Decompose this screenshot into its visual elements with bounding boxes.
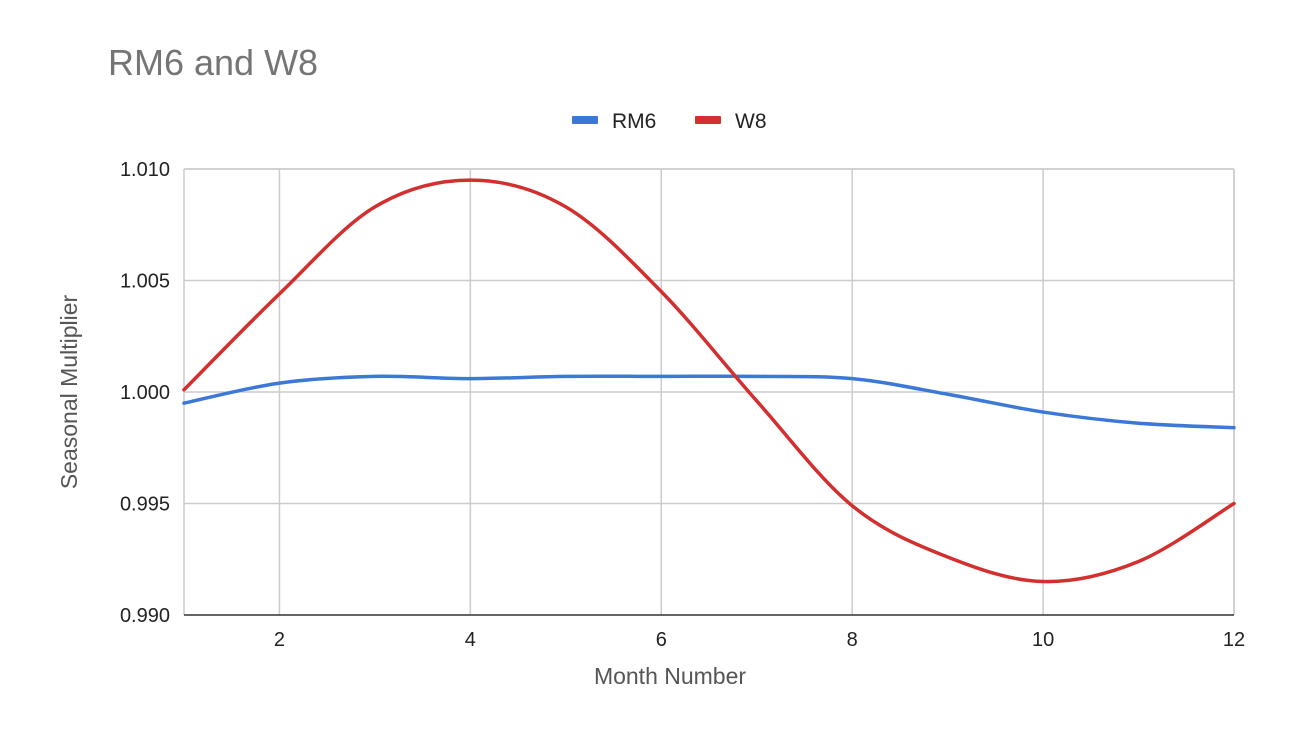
x-tick-label: 2 bbox=[274, 629, 285, 651]
series-lines bbox=[182, 178, 1236, 584]
x-axis-title: Month Number bbox=[594, 663, 746, 689]
x-tick-label: 6 bbox=[656, 629, 667, 651]
y-tick-label: 0.995 bbox=[120, 494, 170, 516]
series-line-w8 bbox=[182, 178, 1236, 584]
chart-title: RM6 and W8 bbox=[108, 42, 318, 83]
x-tick-label: 10 bbox=[1032, 629, 1054, 651]
legend-label-rm6: RM6 bbox=[612, 110, 656, 133]
legend: RM6 W8 bbox=[572, 110, 767, 133]
y-tick-label: 1.000 bbox=[120, 382, 170, 404]
legend-label-w8: W8 bbox=[735, 110, 767, 133]
legend-swatch-w8 bbox=[695, 116, 721, 124]
legend-swatch-rm6 bbox=[572, 116, 598, 124]
x-axis-ticks: 2 4 6 8 10 12 bbox=[274, 629, 1245, 651]
gridlines bbox=[183, 168, 1235, 616]
y-tick-label: 1.005 bbox=[120, 271, 170, 293]
y-tick-label: 0.990 bbox=[120, 605, 170, 627]
y-axis-ticks: 0.990 0.995 1.000 1.005 1.010 bbox=[120, 159, 170, 627]
y-axis-title: Seasonal Multiplier bbox=[56, 295, 82, 490]
x-tick-label: 12 bbox=[1223, 629, 1245, 651]
y-tick-label: 1.010 bbox=[120, 159, 170, 181]
x-tick-label: 4 bbox=[465, 629, 476, 651]
x-tick-label: 8 bbox=[847, 629, 858, 651]
series-line-rm6 bbox=[182, 374, 1236, 430]
